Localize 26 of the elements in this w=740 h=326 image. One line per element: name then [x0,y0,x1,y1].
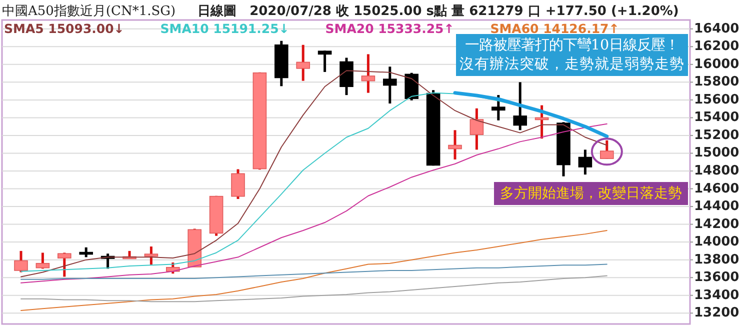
y-tick-label: 13200 [694,306,740,321]
text: SMA20 15333.25↑ [325,21,454,36]
y-tick-label: 13800 [694,252,740,268]
y-tick-label: 15600 [694,92,740,108]
annotation: 沒有辦法突破，走勢就是弱勢走勢 [460,56,684,72]
annotation: 多方開始進場，改變日落走勢 [500,186,682,202]
y-tick-label: 13600 [694,270,740,286]
y-tick-label: 14600 [694,181,740,196]
y-tick-label: 14000 [694,234,740,250]
text: SMA10 15191.25↓ [160,21,290,36]
text: SMA60 14126.17↑ [490,21,620,36]
y-tick-label: 15200 [694,128,740,143]
y-tick-label: 15400 [694,110,740,126]
y-tick-label: 14800 [694,164,740,178]
y-tick-label: 15800 [694,74,740,90]
y-tick-label: 15000 [694,146,740,161]
annotation: 一路被壓著打的下彎10日線反壓！ [464,38,680,54]
y-tick-label: 14400 [694,199,740,214]
text: SMA5 15093.00↓ [4,21,124,36]
y-tick-label: 16400 [694,21,740,36]
y-tick-label: 16000 [694,56,740,72]
chart-title: 中國A50指數近月(CN*1.SG) [2,4,176,19]
y-tick-label: 16200 [694,39,740,54]
chart-subtitle: 日線圖 2020/07/28 收 15025.00 s點 量 621279 口 +177.50 (+1.20%) [198,4,679,19]
y-tick-label: 13400 [694,288,740,303]
y-tick-label: 14200 [694,216,740,232]
